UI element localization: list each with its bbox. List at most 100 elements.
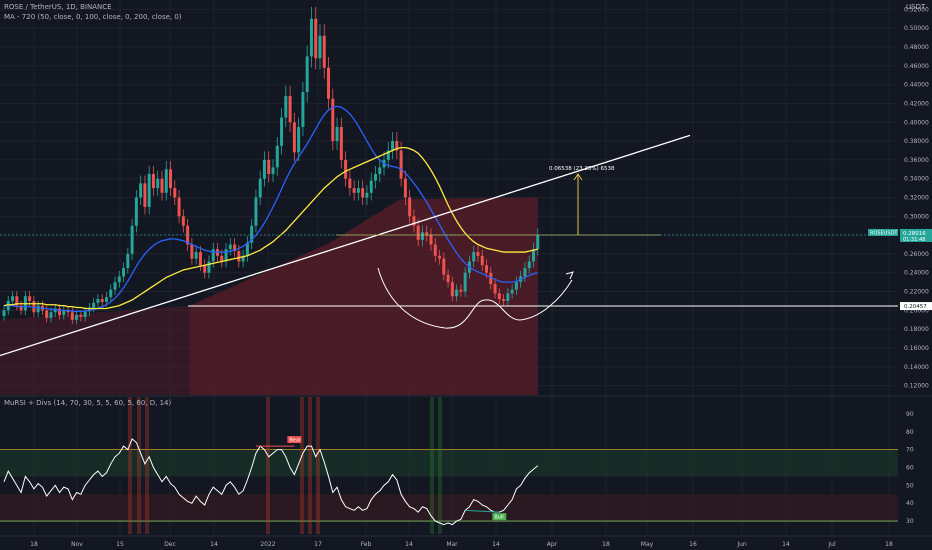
candle-30 [130, 225, 134, 254]
candle-99 [425, 232, 429, 236]
candle-119 [510, 289, 514, 294]
candle-85 [365, 192, 369, 198]
candle-79 [339, 126, 343, 160]
candle-92 [395, 141, 399, 151]
candle-68 [292, 122, 296, 153]
candle-22 [96, 299, 100, 303]
rsi-tick-0: 90 [906, 411, 914, 418]
symbol-title: ROSE / TetherUS, 1D, BINANCE [4, 3, 112, 11]
candle-69 [297, 126, 301, 153]
price-tick-15: 0.22000 [904, 289, 929, 296]
price-tick-3: 0.46000 [904, 63, 929, 70]
candle-96 [412, 216, 416, 226]
candle-29 [126, 253, 130, 269]
rsi-lower-zone [0, 494, 898, 522]
candle-39 [169, 169, 173, 189]
candle-95 [408, 197, 412, 217]
price-tick-1: 0.50000 [904, 25, 929, 32]
price-tick-13: 0.26000 [904, 251, 929, 258]
candle-82 [352, 188, 356, 193]
time-tick-6: 17 [314, 541, 322, 548]
candle-84 [361, 188, 365, 198]
candle-114 [489, 272, 493, 285]
time-tick-9: Mar [446, 541, 458, 548]
candle-106 [455, 289, 459, 297]
candle-33 [143, 183, 147, 207]
time-tick-7: Feb [361, 541, 372, 548]
rsi-tick-2: 70 [906, 447, 914, 454]
candle-90 [386, 150, 390, 160]
rsi-tick-4: 50 [906, 482, 914, 489]
price-tick-17: 0.18000 [904, 326, 929, 333]
last-price-tag [900, 228, 932, 242]
candle-45 [194, 252, 198, 259]
candle-31 [134, 197, 138, 226]
candle-7 [32, 300, 36, 313]
volume-profile-left [0, 305, 190, 395]
price-axis[interactable]: 0.52000 0.50000 0.48000 0.46000 0.44000 0.420… [868, 6, 932, 390]
candle-36 [156, 178, 160, 189]
cup-arrow [565, 271, 574, 280]
candle-20 [87, 307, 91, 312]
last-price-value: 0.28016 [903, 231, 926, 237]
candle-97 [416, 225, 420, 240]
rsi-highlight-5 [308, 397, 312, 534]
candle-93 [399, 150, 403, 179]
candle-73 [314, 18, 318, 59]
candle-87 [373, 173, 377, 181]
price-tick-7: 0.38000 [904, 138, 929, 145]
price-tick-4: 0.44000 [904, 82, 929, 89]
candle-3 [15, 296, 19, 306]
rsi-highlight-4 [300, 397, 304, 534]
cup-handle-curve [377, 267, 573, 329]
candle-105 [450, 282, 454, 297]
candle-19 [83, 311, 87, 317]
time-tick-12: 18 [602, 541, 610, 548]
price-tick-8: 0.36000 [904, 157, 929, 164]
volume-profile [0, 197, 538, 395]
candle-107 [459, 289, 463, 292]
time-axis[interactable]: 18 Nov 15 Dec 14 2022 17 Feb 14 Mar 14 Apr 18 May 16 Ju… [0, 535, 932, 548]
support-value: 0.20457 [904, 304, 927, 310]
rsi-tick-3: 60 [906, 465, 914, 472]
candle-64 [275, 145, 279, 168]
candle-26 [113, 282, 117, 290]
candle-116 [497, 293, 501, 300]
rsi-highlight-1 [137, 397, 141, 534]
candle-81 [348, 178, 352, 189]
candle-38 [164, 169, 168, 193]
drawings[interactable]: 0.06538 (23.35%) 6538 [0, 134, 898, 357]
volume-profile-area [190, 197, 538, 395]
price-tick-16: 0.20000 [904, 307, 929, 314]
candle-88 [378, 167, 382, 174]
moving-averages [3, 105, 538, 312]
signal-label-bull: Bull [494, 515, 503, 521]
time-tick-18: 18 [885, 541, 893, 548]
support-tag [900, 302, 932, 311]
candle-122 [523, 268, 527, 277]
candle-25 [109, 289, 113, 298]
rsi-upper-zone [0, 449, 898, 477]
candle-60 [258, 178, 262, 198]
time-tick-17: Jul [827, 541, 836, 548]
price-tick-18: 0.16000 [904, 345, 929, 352]
candle-47 [203, 265, 207, 273]
candle-24 [104, 297, 108, 302]
candle-18 [79, 315, 83, 317]
time-tick-5: 2022 [260, 541, 275, 548]
candle-108 [463, 272, 467, 292]
candle-51 [220, 255, 224, 262]
candle-4 [19, 305, 23, 311]
candle-28 [122, 268, 126, 277]
candle-11 [49, 312, 53, 318]
ma-line-0 [4, 105, 538, 312]
time-tick-4: 14 [210, 541, 218, 548]
candle-83 [356, 188, 360, 193]
candle-101 [433, 244, 437, 256]
rsi-highlight-2 [145, 397, 149, 534]
candle-78 [335, 126, 339, 142]
candle-43 [186, 225, 190, 245]
rsi-line [3, 438, 539, 526]
candle-55 [237, 251, 241, 262]
